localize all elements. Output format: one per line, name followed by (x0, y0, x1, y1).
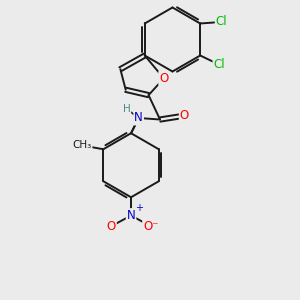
Text: O: O (159, 72, 168, 85)
Text: O: O (180, 109, 189, 122)
Text: O: O (106, 220, 116, 233)
Text: Cl: Cl (216, 16, 227, 28)
Text: N: N (127, 209, 135, 222)
Text: Cl: Cl (213, 58, 225, 71)
Text: CH₃: CH₃ (72, 140, 92, 150)
Text: O⁻: O⁻ (143, 220, 159, 233)
Text: H: H (123, 104, 130, 114)
Text: N: N (134, 112, 143, 124)
Text: +: + (135, 203, 143, 213)
